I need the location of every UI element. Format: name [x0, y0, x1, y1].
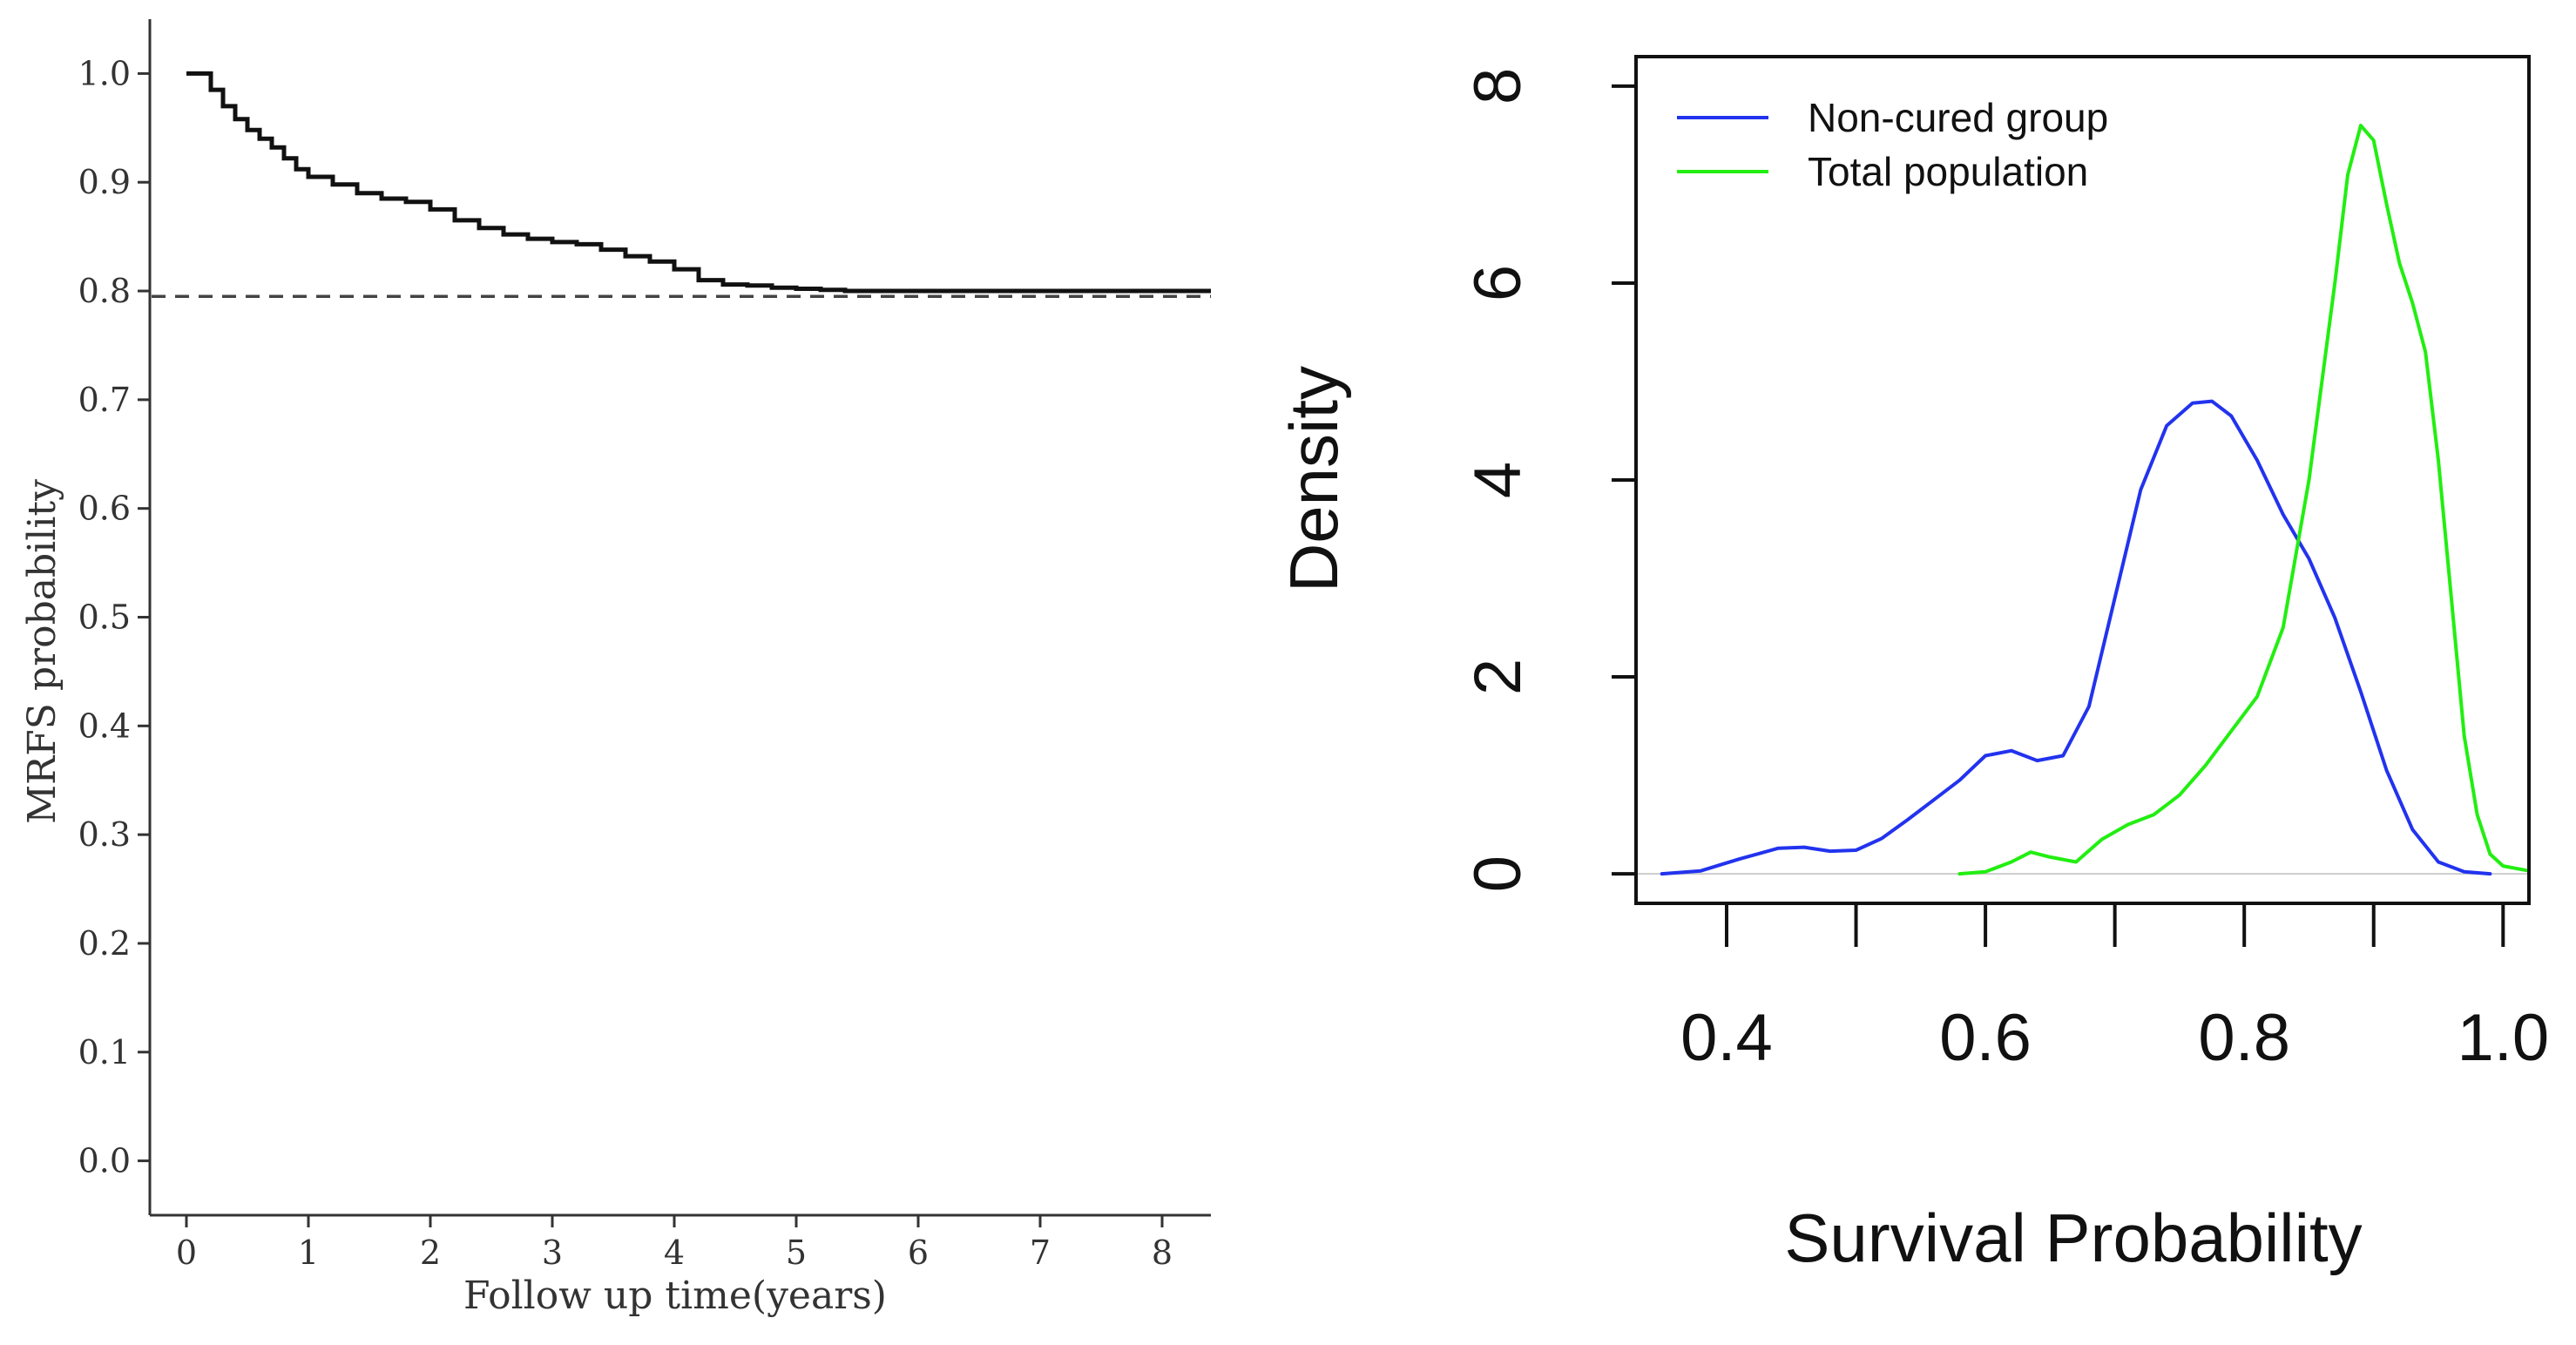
km-y-tick-label: 0.5 — [78, 598, 131, 637]
km-y-tick-label: 0.2 — [78, 924, 131, 963]
km-x-tick-label: 3 — [542, 1233, 563, 1272]
density-y-axis-label: Density — [1275, 366, 1352, 592]
density-x-tick-label: 1.0 — [2457, 1001, 2549, 1075]
km-x-tick-label: 6 — [908, 1233, 929, 1272]
km-y-tick-label: 0.1 — [78, 1033, 131, 1071]
density-y-tick-label: 2 — [1461, 659, 1535, 695]
km-x-tick-label: 5 — [786, 1233, 807, 1272]
km-x-tick-label: 4 — [664, 1233, 685, 1272]
km-y-tick-label: 0.0 — [78, 1142, 131, 1180]
density-y-tick-label: 4 — [1461, 462, 1535, 498]
density-y-tick-label: 6 — [1461, 265, 1535, 301]
km-survival-curve — [186, 71, 1211, 294]
density-x-axis-label: Survival Probability — [1784, 1200, 2362, 1276]
density-x-tick-label: 0.8 — [2198, 1001, 2290, 1075]
density-series-line-1 — [1660, 399, 2492, 876]
density-chart: 0 2 4 6 8 0.4 0.6 0.8 1.0 Non-cured group Total po… — [1275, 55, 2549, 1276]
km-x-tick-label: 7 — [1030, 1233, 1051, 1272]
km-y-tick-label: 0.6 — [78, 490, 131, 528]
legend-label-2: Total population — [1808, 149, 2088, 194]
km-survival-chart: 0.0 0.1 0.2 0.3 0.4 0.5 0.6 0.7 0.8 0.9 1.0 0 1 2 3 4 5 6… — [20, 19, 1211, 1318]
density-x-tick-label: 0.6 — [1939, 1001, 2032, 1075]
density-x-tick-label: 0.4 — [1680, 1001, 1773, 1075]
km-y-tick-label: 0.9 — [78, 163, 131, 201]
density-y-tick-label: 0 — [1461, 855, 1535, 892]
density-series-line-2 — [1957, 124, 2531, 876]
km-x-tick-label: 1 — [298, 1233, 319, 1272]
legend-label-1: Non-cured group — [1808, 95, 2108, 140]
km-y-tick-label: 1.0 — [78, 54, 131, 92]
km-x-axis-label: Follow up time(years) — [463, 1274, 887, 1318]
km-x-tick-label: 8 — [1152, 1233, 1173, 1272]
km-y-tick-label: 0.7 — [78, 381, 131, 419]
density-legend: Non-cured group Total population — [1640, 60, 2145, 219]
km-plot-area: 0.0 0.1 0.2 0.3 0.4 0.5 0.6 0.7 0.8 0.9 1.0 0 1 2 3 4 5 6… — [78, 19, 1211, 1272]
density-plot-area: 0 2 4 6 8 0.4 0.6 0.8 1.0 Non-cured group Total po… — [1461, 55, 2549, 1075]
km-y-tick-label: 0.8 — [78, 272, 131, 310]
km-y-tick-label: 0.4 — [78, 706, 131, 745]
km-x-tick-label: 0 — [176, 1233, 197, 1272]
density-legend-background — [1640, 60, 2145, 219]
density-y-tick-label: 8 — [1461, 68, 1535, 105]
km-y-axis-label: MRFS probability — [20, 479, 64, 824]
km-y-tick-label: 0.3 — [78, 815, 131, 854]
km-x-tick-label: 2 — [420, 1233, 441, 1272]
